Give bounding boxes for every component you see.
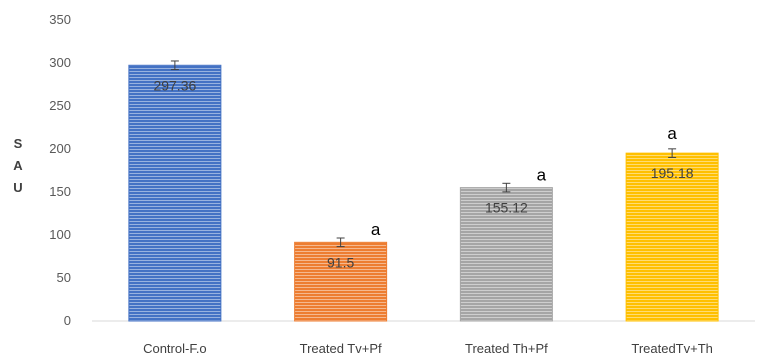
x-category-label: TreatedTv+Th bbox=[631, 341, 713, 356]
data-label: 195.18 bbox=[651, 165, 694, 181]
data-label: 91.5 bbox=[327, 254, 354, 270]
error-bars bbox=[171, 61, 676, 247]
y-tick-label: 50 bbox=[57, 270, 71, 285]
x-category-label: Control-F.o bbox=[143, 341, 207, 356]
significance-annotation: a bbox=[667, 124, 677, 143]
y-tick-label: 200 bbox=[49, 141, 71, 156]
x-axis-category-labels: Control-F.o Treated Tv+Pf Treated Th+Pf Tre… bbox=[143, 341, 713, 356]
data-label: 155.12 bbox=[485, 200, 528, 216]
y-tick-label: 100 bbox=[49, 227, 71, 242]
y-axis-label-letter: A bbox=[13, 158, 23, 173]
y-axis-label-letter: S bbox=[14, 136, 23, 151]
y-axis-label: SAU bbox=[13, 136, 23, 195]
bars bbox=[129, 65, 718, 321]
y-tick-label: 0 bbox=[64, 313, 71, 328]
y-tick-label: 150 bbox=[49, 184, 71, 199]
y-axis-tick-labels: 0 50 100 150 200 250 300 350 bbox=[49, 12, 71, 328]
x-category-label: Treated Th+Pf bbox=[465, 341, 548, 356]
y-axis-label-letter: U bbox=[13, 180, 22, 195]
y-tick-label: 350 bbox=[49, 12, 71, 27]
y-tick-label: 250 bbox=[49, 98, 71, 113]
x-category-label: Treated Tv+Pf bbox=[300, 341, 382, 356]
bar bbox=[129, 65, 221, 321]
significance-annotation: a bbox=[537, 165, 547, 184]
data-labels: 297.36 91.5 155.12 195.18 bbox=[153, 77, 693, 270]
data-label: 297.36 bbox=[153, 77, 196, 93]
y-tick-label: 300 bbox=[49, 55, 71, 70]
significance-annotation: a bbox=[371, 220, 381, 239]
